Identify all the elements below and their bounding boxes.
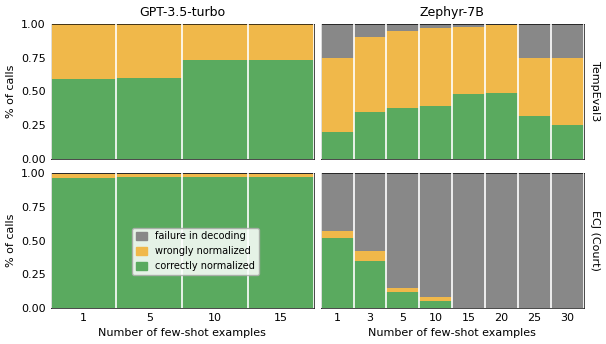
Y-axis label: % of calls: % of calls xyxy=(5,65,16,118)
Bar xyxy=(518,24,551,58)
Bar xyxy=(182,24,248,60)
Y-axis label: % of calls: % of calls xyxy=(5,214,16,267)
Bar xyxy=(248,24,314,60)
Y-axis label: ECJ (Court): ECJ (Court) xyxy=(590,210,601,271)
Bar xyxy=(51,174,116,179)
Bar xyxy=(452,26,485,94)
Bar xyxy=(116,78,182,159)
Bar xyxy=(354,24,387,37)
Bar xyxy=(387,108,419,159)
Bar xyxy=(116,177,182,308)
Bar xyxy=(518,173,551,308)
Bar xyxy=(321,58,354,132)
Bar xyxy=(248,177,314,308)
Bar xyxy=(321,132,354,159)
Bar xyxy=(248,173,314,174)
Bar xyxy=(51,24,116,79)
Legend: failure in decoding, wrongly normalized, correctly normalized: failure in decoding, wrongly normalized,… xyxy=(132,228,259,275)
Bar xyxy=(182,177,248,308)
Bar xyxy=(452,173,485,308)
Bar xyxy=(248,174,314,177)
Bar xyxy=(419,24,452,28)
Bar xyxy=(452,24,485,26)
Bar xyxy=(354,37,387,112)
Bar xyxy=(387,288,419,292)
Bar xyxy=(452,94,485,159)
Bar xyxy=(485,93,518,159)
Bar xyxy=(182,60,248,159)
Title: Zephyr-7B: Zephyr-7B xyxy=(420,6,485,19)
Bar xyxy=(419,297,452,301)
Bar xyxy=(321,231,354,238)
Bar xyxy=(321,24,354,58)
Bar xyxy=(419,173,452,297)
Bar xyxy=(116,173,182,174)
Bar xyxy=(485,25,518,93)
Bar xyxy=(518,116,551,159)
Bar xyxy=(51,79,116,159)
Bar xyxy=(551,125,584,159)
Bar xyxy=(354,112,387,159)
Bar xyxy=(387,173,419,288)
Title: GPT-3.5-turbo: GPT-3.5-turbo xyxy=(139,6,225,19)
Bar xyxy=(321,173,354,231)
Bar xyxy=(485,173,518,308)
Bar xyxy=(51,173,116,174)
Bar xyxy=(116,24,182,78)
Bar xyxy=(182,174,248,177)
X-axis label: Number of few-shot examples: Number of few-shot examples xyxy=(368,329,536,338)
Bar xyxy=(419,28,452,106)
Bar xyxy=(419,301,452,308)
Bar xyxy=(182,173,248,174)
Bar xyxy=(354,261,387,308)
X-axis label: Number of few-shot examples: Number of few-shot examples xyxy=(98,329,266,338)
Bar xyxy=(248,60,314,159)
Bar xyxy=(485,24,518,25)
Bar xyxy=(419,106,452,159)
Bar xyxy=(387,31,419,108)
Bar xyxy=(354,173,387,251)
Bar xyxy=(387,292,419,308)
Bar xyxy=(51,179,116,308)
Bar xyxy=(518,58,551,116)
Bar xyxy=(116,174,182,177)
Bar xyxy=(354,251,387,261)
Bar xyxy=(551,58,584,125)
Bar xyxy=(551,24,584,58)
Bar xyxy=(321,238,354,308)
Bar xyxy=(387,24,419,31)
Y-axis label: TempEval3: TempEval3 xyxy=(590,61,601,121)
Bar xyxy=(551,173,584,308)
